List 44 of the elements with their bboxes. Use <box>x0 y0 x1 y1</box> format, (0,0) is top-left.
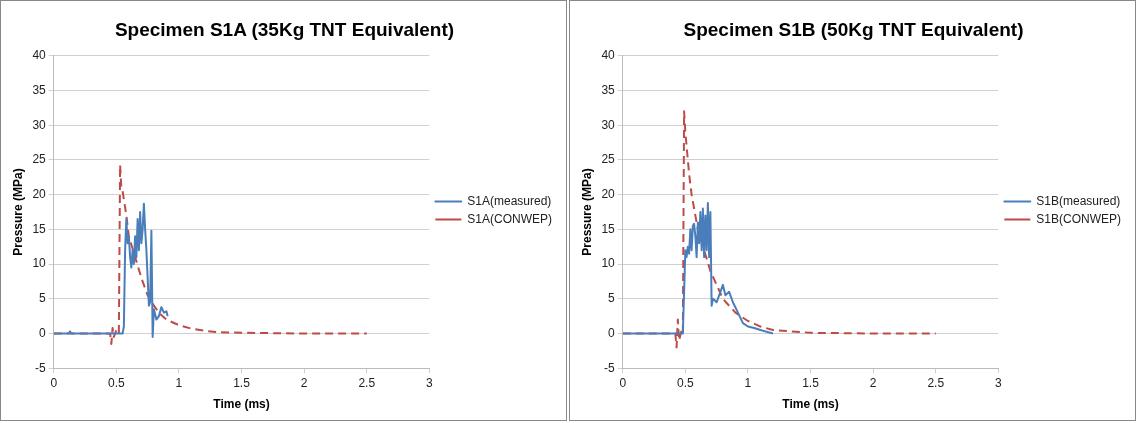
legend-label: S1A(measured) <box>467 193 552 208</box>
x-tick-label: 0 <box>50 375 58 390</box>
x-tick-label: 1 <box>744 375 752 390</box>
legend-label: S1A(CONWEP) <box>467 211 553 226</box>
y-tick-label: 15 <box>32 221 47 236</box>
y-tick-label: 30 <box>601 117 616 132</box>
y-tick-label: 15 <box>601 221 616 236</box>
x-tick-label: 3 <box>994 375 1002 390</box>
y-tick-label: 20 <box>601 186 616 201</box>
x-tick-label: 1.5 <box>802 375 820 390</box>
x-axis-title: Time (ms) <box>213 397 270 412</box>
x-axis-title: Time (ms) <box>782 397 839 412</box>
y-tick-label: 5 <box>39 291 47 306</box>
y-axis-title: Pressure (MPa) <box>579 168 594 256</box>
x-tick-label: 2.5 <box>358 375 376 390</box>
legend-label: S1B(measured) <box>1036 193 1121 208</box>
y-tick-label: -5 <box>604 360 616 375</box>
x-tick-label: 2.5 <box>927 375 945 390</box>
x-tick-label: 3 <box>425 375 433 390</box>
y-tick-label: 5 <box>608 291 616 306</box>
y-tick-label: 40 <box>32 48 47 63</box>
x-tick-label: 1 <box>175 375 183 390</box>
chart-title: Specimen S1A (35Kg TNT Equivalent) <box>114 18 455 40</box>
x-tick-label: 0.5 <box>677 375 695 390</box>
y-tick-label: 25 <box>601 152 616 167</box>
y-tick-label: 30 <box>32 117 47 132</box>
y-tick-label: 35 <box>32 82 47 97</box>
x-tick-label: 1.5 <box>233 375 251 390</box>
legend-label: S1B(CONWEP) <box>1036 211 1122 226</box>
x-tick-label: 0.5 <box>108 375 126 390</box>
chart-title: Specimen S1B (50Kg TNT Equivalent) <box>683 18 1024 40</box>
x-tick-label: 2 <box>869 375 877 390</box>
y-tick-label: 35 <box>601 82 616 97</box>
y-tick-label: 10 <box>601 256 616 271</box>
y-tick-label: 0 <box>39 325 47 340</box>
y-tick-label: 25 <box>32 152 47 167</box>
y-tick-label: 10 <box>32 256 47 271</box>
y-tick-label: 20 <box>32 186 47 201</box>
x-tick-label: 0 <box>619 375 627 390</box>
x-tick-label: 2 <box>300 375 308 390</box>
y-tick-label: 0 <box>608 325 616 340</box>
y-tick-label: 40 <box>601 48 616 63</box>
y-axis-title: Pressure (MPa) <box>10 168 25 256</box>
y-tick-label: -5 <box>35 360 47 375</box>
